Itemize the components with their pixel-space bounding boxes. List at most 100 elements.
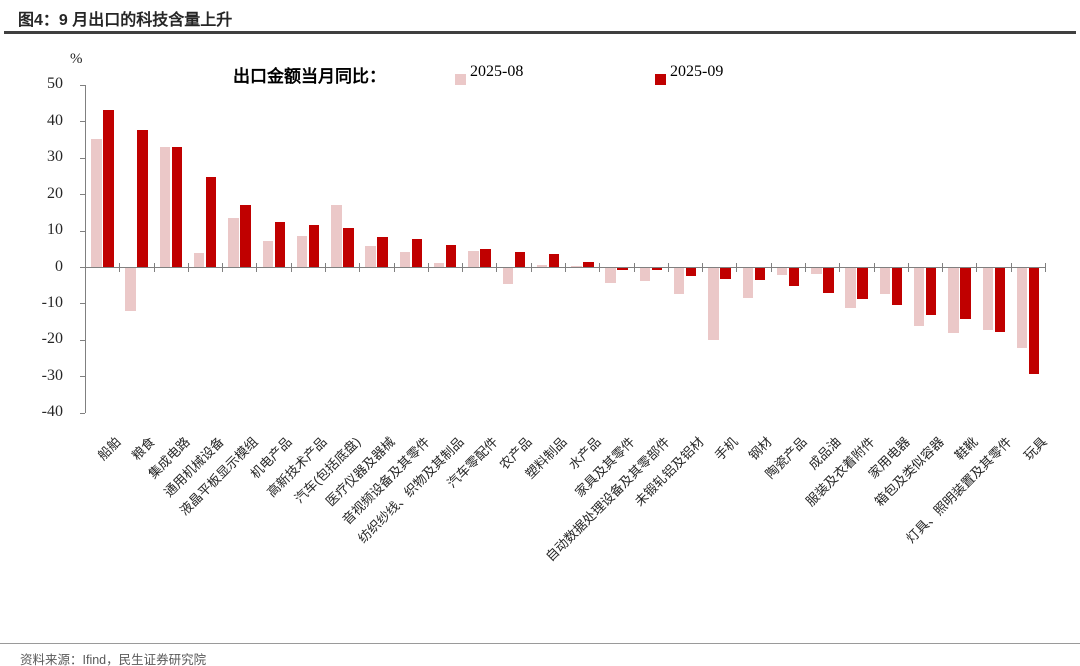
- y-axis-unit-label: %: [70, 51, 83, 67]
- bar-2025-08-液晶平板显示模组: [228, 217, 239, 267]
- x-axis-tick: [222, 263, 224, 272]
- bar-2025-09-医疗仪器及器械: [377, 236, 388, 267]
- x-axis-tick: [530, 263, 532, 272]
- y-tick-label: -20: [41, 330, 63, 348]
- x-axis-tick: [907, 263, 909, 272]
- x-axis-tick: [702, 263, 704, 272]
- title-underline: [4, 31, 1076, 34]
- bar-2025-09-家用电器: [891, 268, 903, 305]
- category-label: 船舶: [94, 434, 124, 464]
- x-axis-tick: [496, 263, 498, 272]
- bar-2025-08-水产品: [571, 265, 582, 267]
- y-tick-label: 30: [47, 148, 63, 166]
- x-axis-tick: [565, 263, 566, 272]
- bar-2025-09-汽车(包括底盘): [343, 228, 354, 267]
- y-tick-label: 50: [47, 75, 63, 93]
- bar-2025-08-汽车零配件: [468, 250, 479, 267]
- y-axis-tick: [80, 303, 85, 305]
- legend-swatch-2025-09: [655, 74, 666, 85]
- x-axis-tick: [1010, 263, 1012, 272]
- bar-2025-09-陶瓷产品: [788, 268, 800, 287]
- x-axis-tick: [667, 263, 669, 272]
- y-axis-tick: [80, 121, 85, 123]
- bar-2025-08-机电产品: [262, 240, 274, 267]
- bar-2025-09-服装及衣着附件: [857, 268, 868, 299]
- bar-2025-08-医疗仪器及器械: [365, 245, 376, 267]
- legend-label-2025-09: 2025-09: [670, 63, 724, 80]
- y-axis-tick: [80, 267, 85, 268]
- y-tick-label: -30: [41, 366, 63, 384]
- x-axis-tick: [359, 263, 361, 272]
- bar-2025-09-玩具: [1028, 268, 1040, 374]
- bar-2025-08-服装及衣着附件: [845, 268, 856, 308]
- bar-2025-09-手机: [720, 268, 731, 279]
- footer-divider: [0, 643, 1080, 644]
- x-axis-tick: [393, 263, 395, 272]
- bar-2025-08-家具及其零件: [605, 268, 616, 283]
- bar-2025-08-钢材: [742, 268, 754, 298]
- y-axis-line: [85, 84, 86, 413]
- x-axis-tick: [462, 263, 464, 272]
- bar-2025-09-农产品: [514, 251, 526, 267]
- bar-2025-08-船舶: [91, 139, 102, 267]
- bar-2025-08-未锻轧铝及铝材: [674, 268, 685, 295]
- legend-label-2025-08: 2025-08: [470, 63, 524, 80]
- x-axis-tick: [187, 263, 189, 272]
- y-axis-tick: [80, 194, 85, 196]
- bar-2025-09-自动数据处理设备及其零部件: [651, 268, 663, 271]
- bar-2025-08-集成电路: [159, 146, 171, 267]
- bar-2025-09-家具及其零件: [617, 268, 628, 270]
- bar-2025-09-集成电路: [171, 147, 183, 267]
- bar-2025-09-音视频设备及其零件: [411, 238, 423, 267]
- figure-title: 图4：9 月出口的科技含量上升: [18, 12, 233, 29]
- legend-title: 出口金额当月同比：: [233, 67, 386, 86]
- x-axis-tick: [805, 263, 806, 272]
- x-axis-tick: [325, 263, 326, 272]
- y-axis-tick: [80, 230, 85, 232]
- bar-2025-08-纺织纱线、织物及其制品: [434, 263, 445, 267]
- bar-2025-08-鞋靴: [948, 268, 959, 333]
- x-axis-tick: [976, 263, 978, 272]
- y-axis-tick: [80, 376, 85, 378]
- bar-2025-09-水产品: [583, 261, 594, 267]
- bar-2025-08-自动数据处理设备及其零部件: [639, 268, 651, 282]
- bar-2025-09-机电产品: [274, 222, 286, 267]
- x-axis-tick: [427, 263, 429, 272]
- x-axis-tick: [942, 263, 944, 272]
- y-tick-label: 10: [47, 221, 63, 239]
- bar-2025-08-汽车(包括底盘): [331, 205, 342, 267]
- bar-2025-09-鞋靴: [960, 268, 971, 319]
- bar-2025-09-钢材: [754, 268, 766, 281]
- x-axis-tick: [599, 263, 601, 272]
- y-tick-label: 0: [55, 257, 63, 275]
- y-tick-label: 40: [47, 111, 63, 129]
- y-axis-tick: [80, 84, 85, 86]
- bar-2025-08-粮食: [125, 268, 136, 311]
- bar-2025-09-液晶平板显示模组: [240, 205, 251, 267]
- bar-2025-09-汽车零配件: [480, 248, 491, 267]
- bar-2025-08-高新技术产品: [296, 235, 308, 267]
- x-axis-tick: [256, 263, 258, 272]
- x-axis-tick: [839, 263, 841, 272]
- bar-2025-09-塑料制品: [548, 254, 560, 267]
- y-axis-tick: [80, 412, 85, 414]
- bar-2025-08-通用机械设备: [194, 252, 205, 267]
- x-axis-tick: [153, 263, 155, 272]
- bar-2025-09-粮食: [137, 129, 148, 267]
- bar-2025-08-农产品: [502, 268, 514, 285]
- x-axis-tick: [770, 263, 772, 272]
- y-tick-label: 20: [47, 184, 63, 202]
- x-axis-tick: [1045, 263, 1046, 272]
- bar-2025-08-手机: [708, 268, 719, 341]
- bar-2025-09-高新技术产品: [308, 225, 320, 267]
- x-axis-tick: [736, 263, 738, 272]
- bar-2025-08-箱包及类似容器: [914, 268, 925, 326]
- bar-2025-08-玩具: [1016, 268, 1028, 348]
- bar-2025-08-灯具、照明装置及其零件: [982, 268, 994, 331]
- y-axis-tick: [80, 157, 85, 159]
- category-label: 手机: [711, 434, 741, 464]
- x-axis-tick: [633, 263, 635, 272]
- x-axis-tick: [85, 263, 86, 272]
- bar-2025-09-船舶: [103, 109, 114, 267]
